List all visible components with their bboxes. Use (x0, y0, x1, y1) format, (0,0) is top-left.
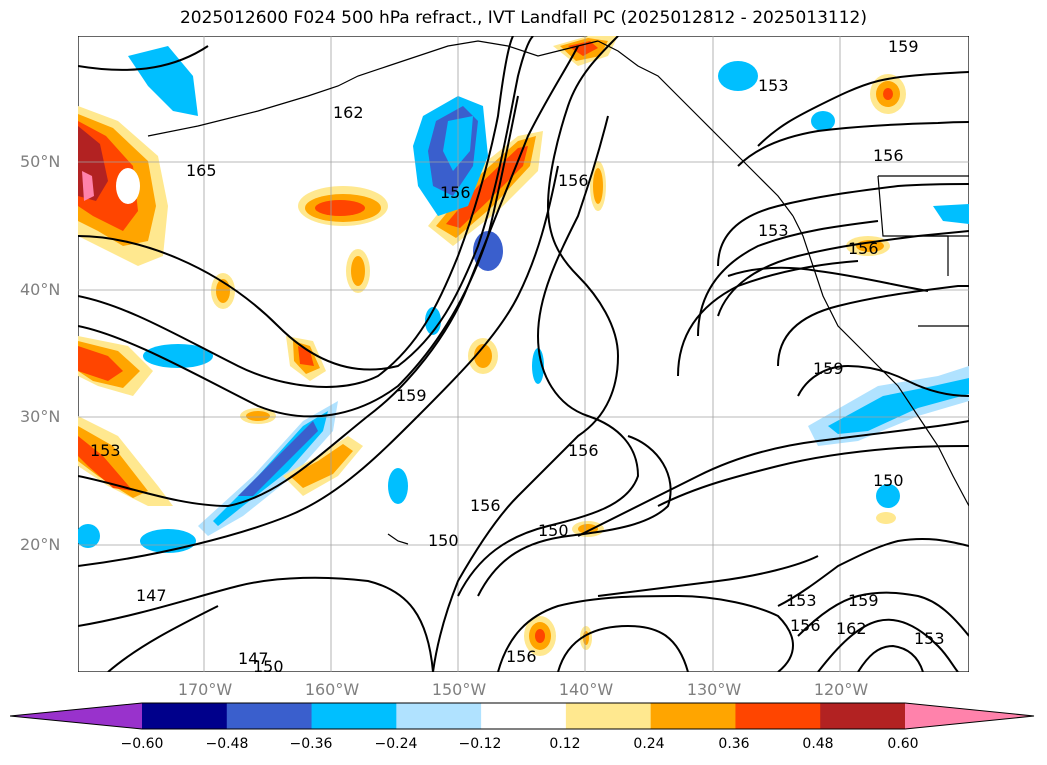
colorbar-tick-label: 0.60 (887, 736, 919, 752)
contour-label: 150 (253, 657, 284, 672)
contour-label: 156 (440, 183, 471, 202)
contour-label: 159 (396, 386, 427, 405)
lon-label: 130°W (686, 680, 742, 699)
lon-label: 170°W (177, 680, 233, 699)
grid-lines (78, 36, 969, 672)
contour-label: 156 (848, 239, 879, 258)
contour-label: 159 (813, 359, 844, 378)
colorbar-tick-label: −0.60 (120, 736, 164, 752)
contour-label: 156 (790, 616, 821, 635)
lat-label: 50°N (20, 152, 61, 171)
colorbar-segment (311, 703, 397, 729)
colorbar-outline (10, 702, 1035, 730)
colorbar-tick-label: −0.12 (458, 736, 502, 752)
contour-label: 153 (758, 221, 789, 240)
colorbar-segment (735, 703, 821, 729)
colorbar-tick-label: 0.48 (802, 736, 834, 752)
lat-label: 40°N (20, 280, 61, 299)
colorbar-segment (142, 703, 228, 729)
contour-label: 162 (836, 619, 867, 638)
map-title: 2025012600 F024 500 hPa refract., IVT La… (179, 8, 867, 28)
contour-label: 150 (428, 531, 459, 550)
contour-label: 150 (538, 521, 569, 540)
colorbar-segment (481, 703, 567, 729)
colorbar-tick-label: 0.12 (549, 736, 581, 752)
colorbar-extend-min (10, 703, 142, 729)
contour-label: 156 (470, 496, 501, 515)
contour-lines (78, 36, 969, 672)
contour-label: 156 (568, 441, 599, 460)
contour-label: 156 (506, 647, 537, 666)
colorbar-segment (565, 703, 652, 729)
contour-label: 153 (786, 591, 817, 610)
colorbar (10, 702, 1035, 730)
colorbar-segment (226, 703, 313, 729)
colorbar-segment (820, 703, 906, 729)
colorbar-extend-max (905, 703, 1034, 729)
contour-label: 150 (873, 471, 904, 490)
lon-label: 150°W (431, 680, 487, 699)
colorbar-segment (396, 703, 482, 729)
contour-label: 156 (558, 171, 589, 190)
lon-label: 160°W (304, 680, 360, 699)
colorbar-tick-label: 0.36 (718, 736, 750, 752)
lon-label: 120°W (813, 680, 869, 699)
contour-label: 153 (914, 629, 945, 648)
colorbar-tick-label: −0.36 (289, 736, 333, 752)
contour-label: 147 (136, 586, 167, 605)
contour-label: 159 (888, 37, 919, 56)
map-panel: 159 153 162 165 156 156 156 153 156 159 … (78, 36, 969, 672)
contour-labels: 159 153 162 165 156 156 156 153 156 159 … (90, 37, 945, 672)
contour-label: 153 (758, 76, 789, 95)
colorbar-tick-label: −0.48 (205, 736, 249, 752)
contour-label: 153 (90, 441, 121, 460)
lat-label: 30°N (20, 407, 61, 426)
lon-label: 140°W (558, 680, 614, 699)
contour-label: 165 (186, 161, 217, 180)
contour-label: 162 (333, 103, 364, 122)
contour-label: 156 (873, 146, 904, 165)
colorbar-tick-label: −0.24 (374, 736, 418, 752)
shaded-field (78, 36, 969, 656)
lat-label: 20°N (20, 535, 61, 554)
colorbar-tick-label: 0.24 (633, 736, 665, 752)
contour-label: 159 (848, 591, 879, 610)
colorbar-segment (650, 703, 736, 729)
contour-label: 147 (238, 649, 269, 668)
